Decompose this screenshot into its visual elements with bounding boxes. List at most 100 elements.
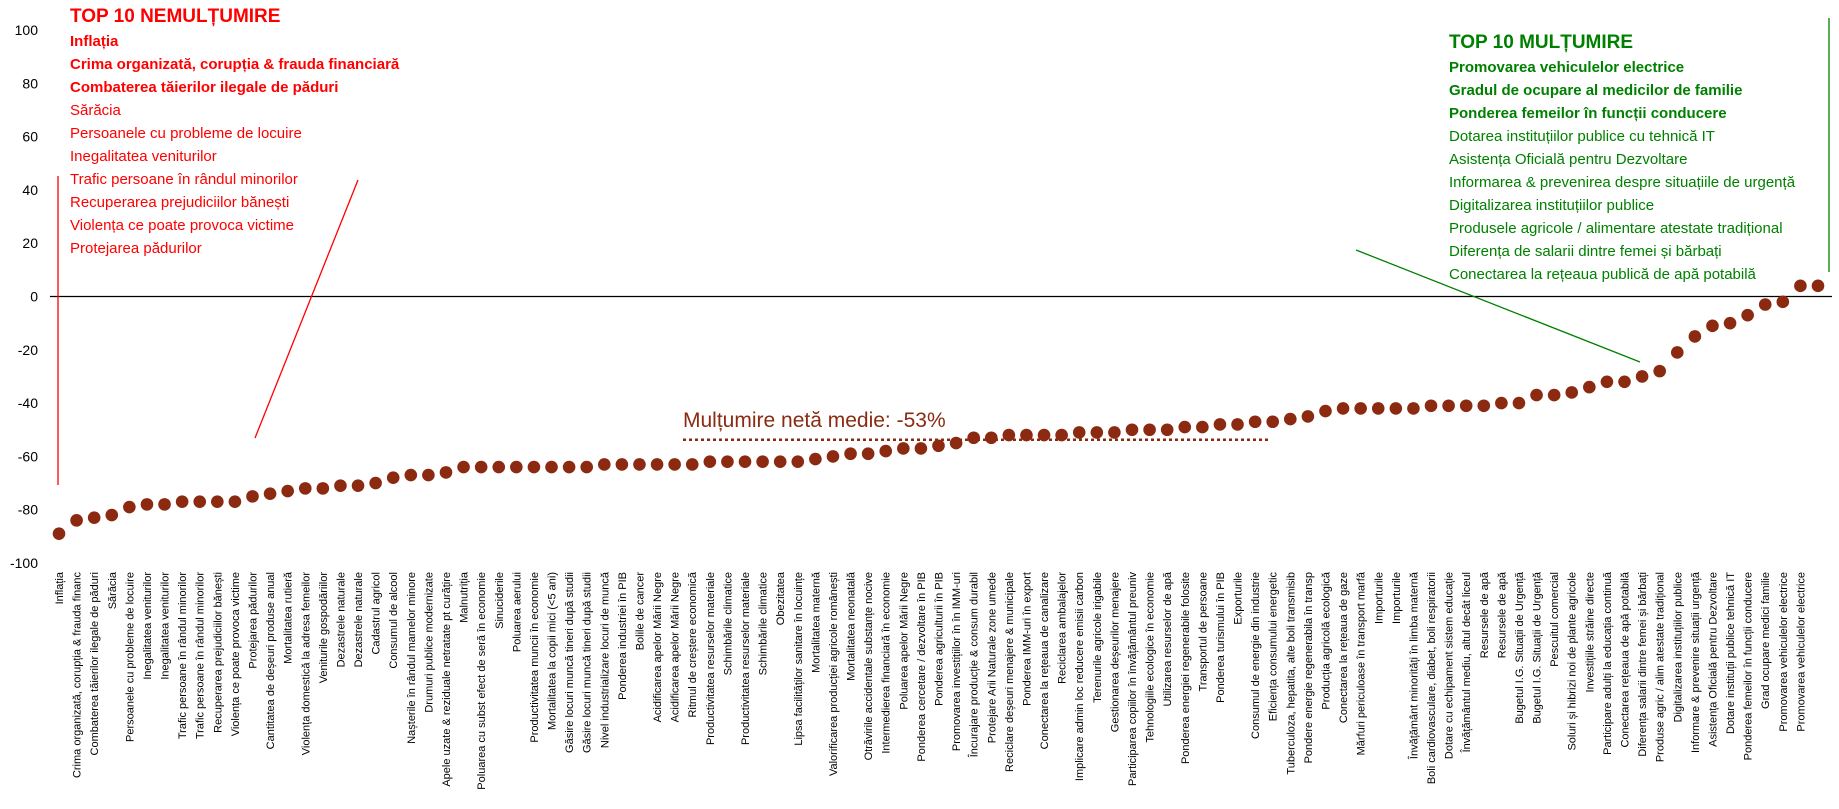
x-tick-label: Reciclare deșeuri menajere & municipale <box>1004 572 1016 772</box>
data-point <box>773 455 787 469</box>
top-negative-item: Violența ce poate provoca victime <box>70 217 294 234</box>
x-tick-label: Dezastrele naturale <box>335 572 347 667</box>
data-point <box>1336 402 1350 415</box>
x-tick-label: Crima organizată, corupția & frauda fina… <box>72 572 84 779</box>
x-tick-label: Mortalitatea neonatală <box>846 571 858 681</box>
data-point <box>422 468 435 482</box>
data-point <box>1231 418 1244 431</box>
x-tick-label: Promovarea investițiilor în în IMM-uri <box>951 572 963 751</box>
x-tick-label: Inegalitatea veniturilor <box>142 572 154 680</box>
x-tick-label: Poluarea apelor Mării Negre <box>898 572 910 710</box>
x-tick-label: Mortalitatea maternă <box>810 571 822 673</box>
x-tick-label: Nașterile în rândul mamelor minore <box>406 572 418 744</box>
y-tick-label: -80 <box>18 502 38 518</box>
x-tick-label: Schimbările climatice <box>758 572 770 675</box>
data-point <box>298 482 312 495</box>
data-point <box>1635 370 1649 383</box>
data-point <box>545 460 558 474</box>
data-point <box>633 458 646 471</box>
x-tick-label: Mortalitatea rutieră <box>283 571 295 664</box>
data-point <box>861 447 875 461</box>
x-tick-label: Importurile <box>1373 572 1385 624</box>
data-point <box>1143 423 1156 437</box>
data-point <box>1108 426 1121 439</box>
x-tick-label: Productivitatea resurselor materiale <box>740 572 752 745</box>
top-positive-list: Promovarea vehiculelor electrice Gradul d… <box>1449 59 1796 283</box>
x-tick-label: Consumul de alcool <box>388 572 400 669</box>
data-point <box>439 466 453 479</box>
data-point <box>1072 426 1086 439</box>
data-point <box>791 455 805 469</box>
data-point <box>158 498 171 511</box>
x-tick-label: Promovarea vehiculelor electrice <box>1795 572 1807 732</box>
x-tick-label: Ponderea cercetare / dezvoltare în PIB <box>916 572 928 762</box>
x-tick-label: Resursele de apă <box>1479 571 1491 658</box>
data-point <box>1196 420 1209 434</box>
y-tick-label: -40 <box>18 395 38 411</box>
x-tick-label: Pescuitul comercial <box>1549 572 1561 667</box>
data-point <box>650 458 664 471</box>
x-tick-label: Conectarea rețeaua de apă potabilă <box>1620 571 1632 747</box>
data-point <box>1442 399 1455 413</box>
x-tick-label: Cantitatea de deșeuri produse anual <box>265 572 277 749</box>
top-positive-item: Conectarea la rețeaua publică de apă pot… <box>1449 266 1757 283</box>
x-tick-label: Utilizarea resurselor de apă <box>1162 571 1174 706</box>
x-tick-label: Apele uzate & reziduale netratate pt cur… <box>441 572 453 787</box>
top-negative-item: Protejarea pădurilor <box>70 240 202 257</box>
data-point <box>510 460 523 474</box>
x-tick-label: Învățământ minorități în limba maternă <box>1407 571 1420 760</box>
x-tick-label: Ponderea industriei în PIB <box>617 572 629 700</box>
data-point <box>1670 346 1684 359</box>
data-point <box>703 455 717 469</box>
top-negative-item: Persoanele cu probleme de locuire <box>70 125 302 142</box>
x-tick-label: Resursele de apă <box>1496 571 1508 658</box>
x-tick-label: Poluarea cu subst efect de seră în econo… <box>476 572 488 790</box>
data-point <box>1319 404 1332 418</box>
data-point <box>1055 428 1068 442</box>
top-positive-title: TOP 10 MULȚUMIRE <box>1449 32 1633 53</box>
data-point <box>1618 375 1631 389</box>
x-tick-label: Sărăcia <box>107 571 119 609</box>
data-point <box>52 527 66 540</box>
x-tick-label: Persoanele cu probleme de locuire <box>124 572 136 742</box>
x-tick-label: Pondere energie regenerabila în transp <box>1303 572 1315 763</box>
x-tick-label: Tuberculoza, hepatita, alte boli transmi… <box>1285 572 1297 775</box>
y-tick-label: 20 <box>22 235 38 251</box>
data-point <box>281 484 294 498</box>
y-tick-label: 80 <box>22 75 38 91</box>
x-tick-label: Exporturile <box>1233 572 1245 625</box>
x-tick-label: Investițiile străine directe <box>1584 572 1596 692</box>
data-point <box>228 495 242 509</box>
data-point <box>1407 402 1420 415</box>
x-tick-label: Ponderea energiei regenerabile folosite <box>1180 572 1192 764</box>
data-point <box>334 479 347 493</box>
top-negative-title: TOP 10 NEMULȚUMIRE <box>70 6 280 27</box>
data-point <box>1002 428 1016 442</box>
x-tick-label: Lipsa facilităților sanitare în locuințe <box>793 572 805 746</box>
data-point <box>1037 428 1051 442</box>
data-point <box>914 442 928 455</box>
y-tick-label: 100 <box>15 22 39 38</box>
data-point <box>246 490 259 503</box>
data-point <box>1495 396 1508 410</box>
data-point <box>756 455 769 469</box>
x-tick-label: Nivel industrializare locuri de muncă <box>599 571 611 748</box>
data-point <box>193 495 207 509</box>
x-tick-label: Soluri și hibrizi noi de plante agricole <box>1567 572 1579 751</box>
data-point <box>263 487 277 501</box>
data-point <box>844 447 857 461</box>
data-point <box>1248 415 1262 429</box>
top-positive-item: Gradul de ocupare al medicilor de famili… <box>1449 82 1742 99</box>
y-tick-label: 40 <box>22 182 38 198</box>
data-point <box>474 460 488 474</box>
data-point <box>949 436 963 450</box>
x-tick-label: Dotare cu echipament sistem educație <box>1444 572 1456 759</box>
x-tick-label: Valorificarea producției agricole române… <box>828 572 840 776</box>
data-point <box>721 455 734 469</box>
x-tick-label: Transportul de persoane <box>1197 572 1209 691</box>
x-tick-label: Inflația <box>54 571 66 604</box>
data-point <box>1600 375 1614 389</box>
x-tick-label: Protejarea pădurilor <box>247 572 259 669</box>
x-tick-label: Trafic persoane în rândul minorilor <box>177 572 189 739</box>
